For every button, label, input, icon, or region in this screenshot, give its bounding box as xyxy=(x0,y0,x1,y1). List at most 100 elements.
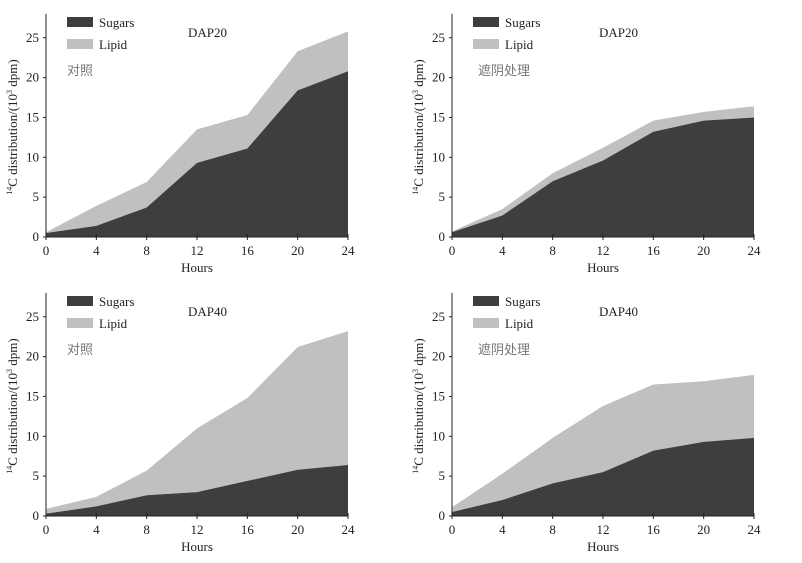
y-tick-label: 20 xyxy=(26,70,39,85)
legend-swatch-sugars xyxy=(67,17,93,27)
y-tick-label: 25 xyxy=(432,30,445,45)
chart-title: DAP40 xyxy=(599,304,638,319)
x-tick-label: 0 xyxy=(449,522,456,537)
y-tick-label: 0 xyxy=(439,508,446,523)
y-tick-label: 20 xyxy=(26,349,39,364)
x-tick-label: 20 xyxy=(697,243,710,258)
legend-swatch-lipid xyxy=(67,318,93,328)
x-tick-label: 20 xyxy=(291,243,304,258)
lipid-area xyxy=(452,106,754,233)
x-tick-label: 24 xyxy=(748,522,762,537)
x-tick-label: 16 xyxy=(241,522,255,537)
legend-label-sugars: Sugars xyxy=(99,294,134,309)
x-tick-label: 12 xyxy=(191,522,204,537)
y-axis-label-part: dpm) xyxy=(411,338,426,369)
x-tick-label: 8 xyxy=(143,243,150,258)
y-axis-label-part: dpm) xyxy=(5,338,20,369)
y-axis-label-part: C distribution/(10 xyxy=(5,94,20,187)
y-tick-label: 10 xyxy=(26,149,39,164)
y-axis-label-part: 14 xyxy=(411,187,420,195)
x-tick-label: 0 xyxy=(43,522,50,537)
chart-panel-2: 0 5 10 15 20 25 0 4 8 12 16 20 24 Hours 14C distributi… xyxy=(411,13,762,275)
chart-title: DAP40 xyxy=(188,304,227,319)
x-axis-label: Hours xyxy=(181,539,213,554)
y-tick-label: 25 xyxy=(432,309,445,324)
y-tick-label: 15 xyxy=(26,388,39,403)
legend-swatch-sugars xyxy=(473,17,499,27)
x-tick-label: 8 xyxy=(549,522,556,537)
y-tick-label: 5 xyxy=(439,468,446,483)
y-axis-label-part: 14 xyxy=(5,187,14,195)
y-axis-label-part: dpm) xyxy=(411,59,426,90)
x-tick-label: 24 xyxy=(748,243,762,258)
chart-panel-1: 0 5 10 15 20 25 0 4 8 12 16 20 24 Hours 14C distributi… xyxy=(5,13,356,275)
y-tick-label: 20 xyxy=(432,349,445,364)
y-axis-label: 14C distribution/(103 dpm) xyxy=(411,338,426,474)
x-tick-label: 12 xyxy=(597,243,610,258)
x-axis-label: Hours xyxy=(587,260,619,275)
sugars-area xyxy=(452,437,754,516)
y-axis-label-part: dpm) xyxy=(5,59,20,90)
y-axis-label-part: 3 xyxy=(411,369,420,373)
x-tick-label: 24 xyxy=(342,243,356,258)
legend-label-lipid: Lipid xyxy=(505,37,534,52)
y-axis-label: 14C distribution/(103 dpm) xyxy=(411,59,426,195)
y-axis-label-part: 3 xyxy=(411,90,420,94)
y-axis-label-part: 14 xyxy=(411,466,420,474)
y-tick-label: 5 xyxy=(33,468,40,483)
sugars-area xyxy=(46,464,348,516)
x-tick-label: 8 xyxy=(143,522,150,537)
chart-title: DAP20 xyxy=(188,25,227,40)
x-tick-label: 4 xyxy=(93,522,100,537)
x-axis-label: Hours xyxy=(181,260,213,275)
chart-title: DAP20 xyxy=(599,25,638,40)
x-tick-label: 20 xyxy=(291,522,304,537)
legend-swatch-sugars xyxy=(473,296,499,306)
y-tick-label: 20 xyxy=(432,70,445,85)
x-tick-label: 16 xyxy=(647,522,661,537)
legend-swatch-sugars xyxy=(67,296,93,306)
y-tick-label: 10 xyxy=(432,149,445,164)
chart-panel-4: 0 5 10 15 20 25 0 4 8 12 16 20 24 Hours 14C distributi… xyxy=(411,292,762,554)
y-tick-label: 25 xyxy=(26,30,39,45)
y-axis-label-part: 14 xyxy=(5,466,14,474)
treatment-annotation: 对照 xyxy=(67,64,93,79)
legend-label-sugars: Sugars xyxy=(99,15,134,30)
y-tick-label: 10 xyxy=(432,428,445,443)
lipid-area xyxy=(46,331,348,514)
sugars-area xyxy=(46,71,348,237)
y-tick-label: 5 xyxy=(33,189,40,204)
x-tick-label: 8 xyxy=(549,243,556,258)
y-tick-label: 25 xyxy=(26,309,39,324)
y-axis-label: 14C distribution/(103 dpm) xyxy=(5,59,20,195)
x-tick-label: 4 xyxy=(499,243,506,258)
legend-swatch-lipid xyxy=(473,39,499,49)
y-tick-label: 0 xyxy=(439,229,446,244)
y-tick-label: 5 xyxy=(439,189,446,204)
x-tick-label: 12 xyxy=(191,243,204,258)
sugars-area xyxy=(452,117,754,237)
x-tick-label: 20 xyxy=(697,522,710,537)
legend-label-sugars: Sugars xyxy=(505,15,540,30)
y-tick-label: 0 xyxy=(33,508,40,523)
y-tick-label: 15 xyxy=(26,109,39,124)
y-tick-label: 0 xyxy=(33,229,40,244)
y-axis-label-part: C distribution/(10 xyxy=(411,373,426,466)
x-tick-label: 16 xyxy=(241,243,255,258)
x-tick-label: 12 xyxy=(597,522,610,537)
legend-swatch-lipid xyxy=(473,318,499,328)
legend-label-lipid: Lipid xyxy=(505,316,534,331)
treatment-annotation: 对照 xyxy=(67,343,93,358)
treatment-annotation: 遮阴处理 xyxy=(478,342,530,358)
y-axis-label: 14C distribution/(103 dpm) xyxy=(5,338,20,474)
x-tick-label: 16 xyxy=(647,243,661,258)
lipid-area xyxy=(452,374,754,513)
x-tick-label: 4 xyxy=(93,243,100,258)
treatment-annotation: 遮阴处理 xyxy=(478,63,530,79)
y-tick-label: 15 xyxy=(432,388,445,403)
legend-swatch-lipid xyxy=(67,39,93,49)
legend-label-sugars: Sugars xyxy=(505,294,540,309)
legend-label-lipid: Lipid xyxy=(99,37,128,52)
x-tick-label: 0 xyxy=(43,243,50,258)
